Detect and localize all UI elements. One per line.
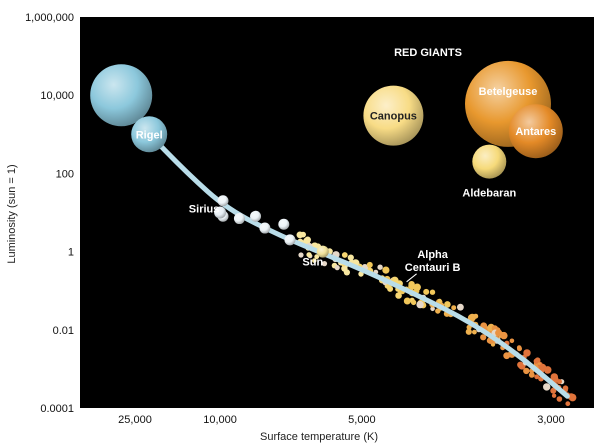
y-tick-label: 10,000 (40, 90, 74, 102)
white-star (259, 222, 271, 234)
star-label: Betelgeuse (479, 86, 538, 98)
white-star (250, 210, 262, 222)
main-sequence-star (314, 254, 320, 260)
main-sequence-star (457, 303, 464, 311)
main-sequence-star (387, 285, 394, 292)
x-axis-title: Surface temperature (K) (260, 431, 378, 443)
main-sequence-star (444, 301, 451, 308)
white-star (284, 234, 296, 246)
main-sequence-star (533, 358, 539, 364)
main-sequence-star (395, 292, 402, 299)
main-sequence-star (543, 383, 551, 391)
main-sequence-star (465, 328, 472, 335)
white-star (233, 213, 245, 225)
main-sequence-star (534, 374, 540, 380)
main-sequence-star (523, 349, 531, 357)
star-label: Rigel (136, 129, 163, 141)
main-sequence-star (538, 363, 547, 372)
main-sequence-star (304, 236, 312, 244)
main-sequence-star (408, 282, 416, 290)
leader-line (406, 273, 417, 283)
main-sequence-star (480, 334, 487, 341)
main-sequence-star (437, 298, 442, 304)
main-sequence-star (403, 297, 411, 305)
main-sequence-star (503, 352, 511, 360)
main-sequence-star (523, 367, 530, 375)
star-sun (316, 245, 329, 258)
main-sequence-star (341, 252, 348, 258)
main-sequence-star (435, 308, 441, 314)
star-antares (508, 104, 563, 159)
main-sequence-star (430, 306, 435, 312)
y-tick-label: 0.0001 (40, 403, 74, 415)
star-label: Alpha Centauri B (405, 249, 461, 274)
main-sequence-star (416, 300, 424, 309)
main-sequence-star (429, 289, 436, 295)
main-sequence-star (509, 338, 515, 344)
x-tick-label: 3,000 (537, 414, 565, 426)
y-tick-label: 1,000,000 (25, 12, 74, 24)
star-rigel (131, 116, 168, 153)
named-stars: Rigel Sirius Sun Alpha Centauri B Canopus Bete… (90, 60, 563, 283)
main-sequence-star (556, 396, 563, 402)
main-sequence-star (306, 252, 312, 258)
main-sequence-star (500, 331, 508, 340)
x-tick-label: 5,000 (348, 414, 376, 426)
star-canopus (363, 85, 424, 146)
main-sequence-star (334, 265, 340, 271)
main-sequence-star (300, 231, 306, 238)
star-aldebaran (472, 144, 507, 179)
main-sequence-star (451, 305, 457, 311)
y-tick-labels: 0.0001 0.01 1 100 10,000 1,000,000 (25, 12, 74, 415)
white-star (278, 218, 290, 230)
x-tick-label: 10,000 (203, 414, 237, 426)
main-sequence-star (341, 265, 348, 272)
y-tick-label: 100 (56, 168, 74, 180)
red-giants-label: RED GIANTS (394, 47, 462, 59)
star-label: Aldebaran (462, 188, 516, 200)
star-label-line: Alpha (417, 249, 448, 261)
main-sequence-star (472, 329, 477, 335)
main-sequence-star (466, 324, 472, 330)
star-unlabeled-blue (90, 64, 153, 127)
main-sequence-star (528, 372, 535, 378)
main-sequence-star (312, 258, 317, 263)
x-tick-labels: 25,000 10,000 5,000 3,000 (118, 414, 565, 426)
x-tick-label: 25,000 (118, 414, 152, 426)
main-sequence-star (298, 252, 304, 258)
main-sequence-star (565, 401, 571, 407)
main-sequence-star (557, 379, 562, 385)
main-sequence-star (423, 288, 430, 295)
main-sequence-star (551, 393, 557, 398)
star-label: Canopus (370, 111, 417, 123)
main-sequence-star (312, 242, 318, 248)
y-axis-title: Luminosity (sun = 1) (6, 164, 18, 263)
main-sequence-star (550, 387, 557, 394)
y-tick-label: 0.01 (53, 325, 74, 337)
star-sirius (214, 206, 227, 219)
star-label-line: Centauri B (405, 262, 461, 274)
star-label: Sun (302, 257, 323, 269)
main-sequence-star (366, 261, 373, 268)
main-sequence-star (410, 299, 417, 306)
main-sequence-star (382, 266, 390, 274)
star-label: Sirius (189, 204, 220, 216)
y-tick-label: 1 (68, 247, 74, 259)
main-sequence-star (517, 346, 522, 352)
white-star (217, 195, 229, 207)
main-sequence-star (377, 264, 383, 270)
star-label: Antares (515, 126, 556, 138)
main-sequence-star (413, 283, 421, 291)
main-sequence-star (347, 254, 354, 261)
main-sequence-star (321, 261, 328, 267)
